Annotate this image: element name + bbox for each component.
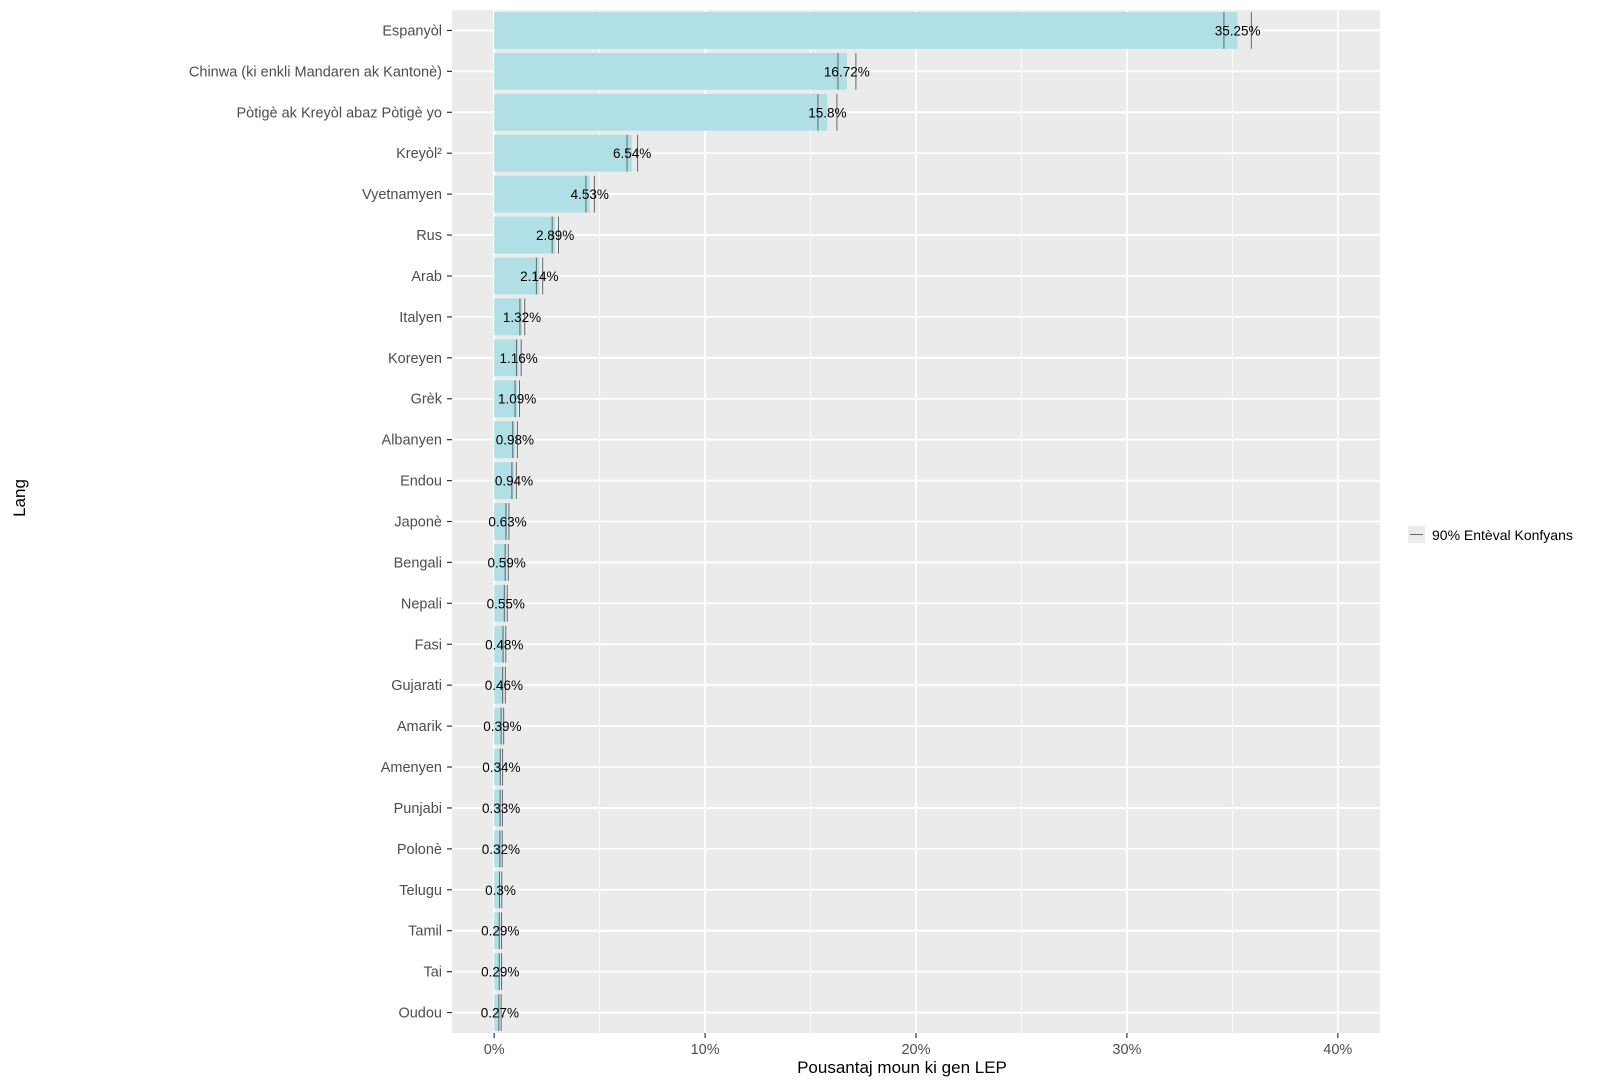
bar	[494, 707, 503, 745]
data-label: 0.59%	[487, 555, 525, 570]
bar	[494, 462, 515, 499]
y-tick-label: Koreyen	[388, 351, 442, 367]
data-label: 2.89%	[536, 228, 574, 243]
data-label: 0.39%	[483, 719, 521, 734]
bar	[494, 912, 501, 950]
data-label: 0.29%	[481, 965, 519, 980]
y-axis-categories: Espanyòl Chinwa (ki enkli Mandaren ak Kan…	[189, 23, 452, 1022]
y-tick-label: Chinwa (ki enkli Mandaren ak Kantonè)	[189, 64, 442, 80]
x-tick-label: 10%	[691, 1042, 720, 1058]
data-label: 35.25%	[1215, 23, 1261, 38]
y-tick-label: Kreyòl²	[396, 146, 442, 162]
data-label: 0.34%	[482, 760, 520, 775]
y-tick-label: Polonè	[397, 842, 442, 858]
bar	[494, 625, 505, 663]
bar	[494, 12, 1238, 49]
bar	[494, 789, 502, 827]
y-tick-label: Nepali	[401, 596, 442, 612]
bar	[494, 175, 590, 213]
y-tick-label: Punjabi	[394, 801, 442, 817]
bar	[494, 93, 828, 131]
error-bars	[498, 12, 1252, 1031]
bar	[494, 666, 504, 704]
y-tick-label: Bengali	[394, 555, 442, 571]
bar	[494, 748, 502, 786]
y-tick-label: Fasi	[415, 637, 442, 653]
data-label: 0.63%	[488, 515, 526, 530]
x-tick-label: 20%	[901, 1042, 930, 1058]
y-tick-label: Rus	[416, 228, 442, 244]
data-label: 16.72%	[824, 64, 870, 79]
bar	[494, 298, 523, 336]
y-tick-label: Italyen	[399, 310, 442, 326]
x-tick-label: 40%	[1323, 1042, 1352, 1058]
y-tick-label: Espanyòl	[382, 23, 442, 39]
data-labels: 35.25% 16.72% 15.8% 6.54% 4.53% 2.89% 2.14% 1.3…	[481, 23, 1261, 1020]
y-tick-label: Endou	[400, 474, 442, 490]
bars	[494, 12, 1238, 1031]
data-label: 1.16%	[500, 351, 538, 366]
bar	[494, 503, 508, 540]
x-tick-label: 30%	[1112, 1042, 1141, 1058]
bar	[494, 953, 501, 991]
bar	[494, 339, 519, 377]
legend: 90% Entèval Konfyans	[1408, 526, 1573, 543]
data-label: 0.55%	[487, 596, 525, 611]
bar	[494, 994, 500, 1031]
x-axis-title: Pousantaj moun ki gen LEP	[797, 1058, 1007, 1077]
bar	[494, 216, 556, 254]
data-label: 0.32%	[482, 842, 520, 857]
y-tick-label: Amenyen	[381, 760, 442, 776]
data-label: 0.46%	[485, 678, 523, 693]
data-label: 0.94%	[495, 474, 533, 489]
bar	[494, 544, 507, 581]
y-tick-label: Tamil	[408, 924, 442, 940]
data-label: 0.33%	[482, 801, 520, 816]
y-tick-label: Vyetnamyen	[362, 187, 442, 203]
data-label: 0.98%	[496, 433, 534, 448]
y-tick-label: Japonè	[394, 515, 442, 531]
data-label: 4.53%	[571, 187, 609, 202]
bar	[494, 380, 518, 418]
bar	[494, 134, 633, 172]
y-tick-label: Oudou	[398, 1006, 442, 1022]
data-label: 2.14%	[520, 269, 558, 284]
y-tick-label: Gujarati	[391, 678, 442, 694]
bar	[494, 584, 506, 622]
data-label: 1.32%	[503, 310, 541, 325]
bar	[494, 830, 501, 868]
bar	[494, 52, 847, 90]
y-tick-label: Albanyen	[382, 433, 442, 449]
y-tick-label: Telugu	[399, 883, 442, 899]
data-label: 0.29%	[481, 924, 519, 939]
y-tick-label: Pòtigè ak Kreyòl abaz Pòtigè yo	[236, 105, 442, 121]
legend-label: 90% Entèval Konfyans	[1432, 527, 1573, 543]
y-tick-label: Grèk	[411, 392, 443, 408]
bar	[494, 871, 501, 909]
y-tick-label: Amarik	[397, 719, 443, 735]
bar	[494, 257, 540, 295]
data-label: 0.48%	[485, 637, 523, 652]
y-tick-label: Arab	[411, 269, 442, 285]
x-tick-label: 0%	[484, 1042, 505, 1058]
data-label: 1.09%	[498, 392, 536, 407]
x-axis-ticks: 0% 10% 20% 30% 40%	[484, 1033, 1352, 1058]
bar	[494, 421, 515, 459]
data-label: 15.8%	[808, 105, 846, 120]
y-axis-title: Lang	[10, 479, 29, 517]
data-label: 0.3%	[485, 883, 516, 898]
data-label: 0.27%	[481, 1006, 519, 1021]
y-tick-label: Tai	[423, 965, 442, 981]
data-label: 6.54%	[613, 146, 651, 161]
